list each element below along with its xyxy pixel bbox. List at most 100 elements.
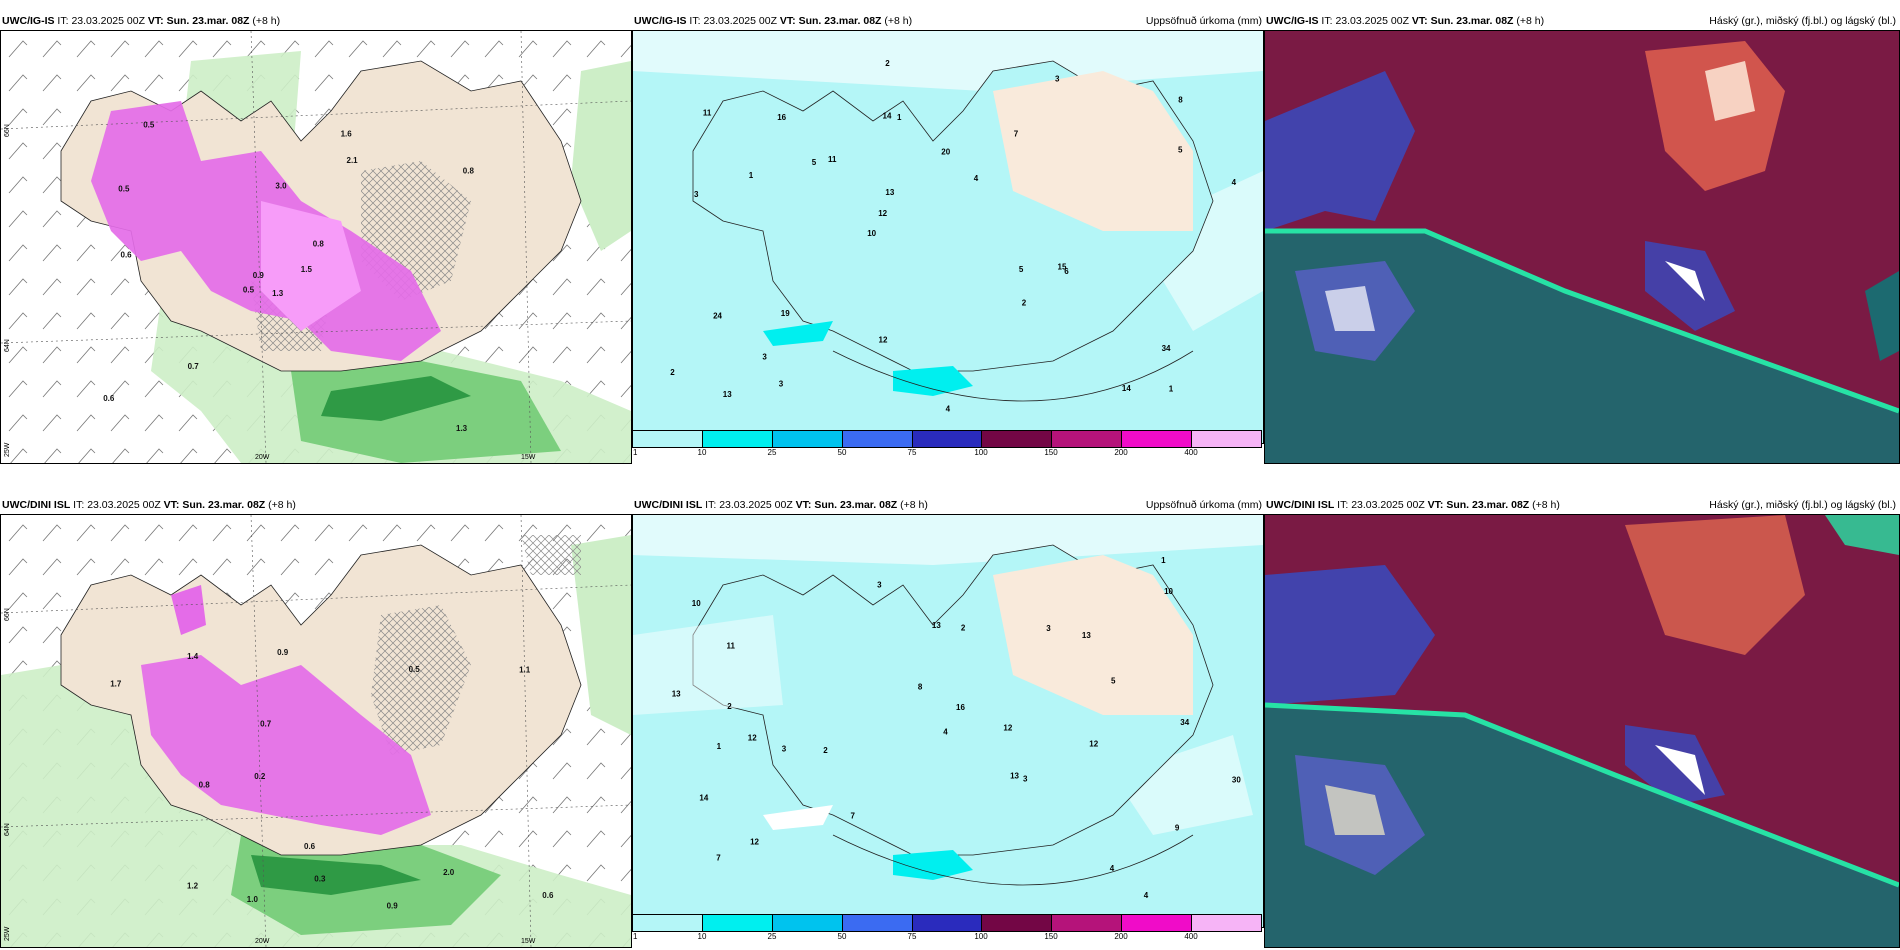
legend-label: 25 <box>767 448 777 457</box>
map-value-label: 0.9 <box>387 901 399 910</box>
precip-panel-header: UWC/DINI ISL IT: 23.03.2025 00Z VT: Sun.… <box>634 496 1264 514</box>
map-value-label: 2 <box>961 623 966 632</box>
model-name: UWC/DINI ISL <box>1266 499 1335 511</box>
map-value-label: 34 <box>1162 344 1171 353</box>
map-value-label: 13 <box>885 188 894 197</box>
snow-map-svg: 1.0 0.9 1.2 2.0 1.4 1.7 0.8 0.6 0.9 0.7 1.1 0.3 0.2 0… <box>1 515 631 947</box>
map-value-label: 4 <box>1110 864 1115 873</box>
map-value-label: 13 <box>932 621 941 630</box>
lead-time: (+8 h) <box>1532 499 1560 511</box>
cloud-map[interactable] <box>1264 30 1900 464</box>
legend-swatch <box>912 431 983 447</box>
map-value-label: 12 <box>879 336 888 345</box>
map-value-label: 0.7 <box>260 720 272 729</box>
map-value-label: 12 <box>748 733 757 742</box>
vt-label: VT: <box>163 499 180 511</box>
map-value-label: 0.9 <box>253 271 265 280</box>
precip-title: Uppsöfnuð úrkoma (mm) <box>1145 15 1262 27</box>
map-value-label: 2.0 <box>443 868 455 877</box>
legend-label: 25 <box>767 932 777 941</box>
map-value-label: 5 <box>1111 677 1116 686</box>
legend-swatch <box>1052 431 1123 447</box>
it-value: 23.03.2025 00Z <box>703 15 777 27</box>
model-name: UWC/DINI ISL <box>634 499 703 511</box>
map-value-label: 0.5 <box>143 121 155 130</box>
precip-map[interactable]: 1 3 8 10 7 13 14 20 24 11 2 3 1 4 6 11 2 4 5 5 12 12 13 16 3 19 14… <box>632 30 1264 444</box>
vt-value: Sun. 23.mar. 08Z <box>814 499 898 511</box>
vt-value: Sun. 23.mar. 08Z <box>182 499 266 511</box>
it-label: IT: <box>73 499 85 511</box>
legend-label: 400 <box>1184 448 1198 457</box>
map-value-label: 11 <box>727 641 736 650</box>
map-value-label: 12 <box>750 838 759 847</box>
it-value: 23.03.2025 00Z <box>1351 499 1425 511</box>
map-value-label: 10 <box>692 599 701 608</box>
map-value-label: 3 <box>877 581 882 590</box>
map-value-label: 12 <box>1089 739 1098 748</box>
map-value-label: 1 <box>1169 384 1174 393</box>
map-value-label: 9 <box>1175 824 1180 833</box>
map-value-label: 34 <box>1180 718 1189 727</box>
map-value-label: 2.1 <box>347 156 359 165</box>
map-value-label: 1 <box>717 742 722 751</box>
lat64-label: 64N <box>4 823 11 836</box>
lead-time: (+8 h) <box>884 15 913 27</box>
map-value-label: 12 <box>878 209 887 218</box>
legend-swatch <box>1052 915 1123 931</box>
vt-label: VT: <box>1427 499 1444 511</box>
precip-map[interactable]: 4 12 13 10 9 11 12 2 13 13 3 4 7 3 12 14 12 16 13 7 1 2 5 30 34 2… <box>632 514 1264 928</box>
snow-panel-header: UWC/DINI ISL IT: 23.03.2025 00Z VT: Sun.… <box>2 496 632 514</box>
map-value-label: 7 <box>851 812 856 821</box>
cloud-panel-header: UWC/DINI ISL IT: 23.03.2025 00Z VT: Sun.… <box>1266 496 1898 514</box>
it-value: 23.03.2025 00Z <box>1335 15 1409 27</box>
lat66-label: 66N <box>4 608 11 621</box>
map-value-label: 13 <box>1010 771 1019 780</box>
map-value-label: 1.4 <box>187 652 199 661</box>
lon20-label: 20W <box>255 454 270 461</box>
map-value-label: 1 <box>1161 556 1166 565</box>
map-value-label: 2 <box>670 368 675 377</box>
map-value-label: 0.6 <box>304 842 316 851</box>
legend-label: 50 <box>837 448 847 457</box>
map-value-label: 0.6 <box>542 891 554 900</box>
it-label: IT: <box>57 15 69 27</box>
map-value-label: 4 <box>943 727 948 736</box>
map-value-label: 5 <box>1019 265 1024 274</box>
legend-swatch <box>702 915 773 931</box>
snow-wind-map[interactable]: 1.3 0.5 0.9 0.6 0.8 0.7 1.6 3.0 2.1 1.5 0.5 1.3 0.6 0… <box>0 30 632 464</box>
lon25-label: 25W <box>4 442 11 457</box>
map-value-label: 1.6 <box>341 129 353 138</box>
snow-panel-header: UWC/IG-IS IT: 23.03.2025 00Z VT: Sun. 23… <box>2 12 632 30</box>
map-value-label: 13 <box>672 690 681 699</box>
map-value-label: 1.3 <box>456 424 468 433</box>
lead-time: (+8 h) <box>252 15 281 27</box>
map-value-label: 5 <box>812 158 817 167</box>
map-value-label: 3 <box>1055 74 1060 83</box>
map-value-label: 0.6 <box>103 394 115 403</box>
cloud-title: Háský (gr.), miðský (fj.bl.) og lágský (… <box>1709 15 1896 27</box>
legend-swatch <box>982 915 1053 931</box>
precip-map-svg: 1381071314202411231461124551212131631914… <box>633 31 1263 413</box>
lead-time: (+8 h) <box>1516 15 1545 27</box>
vt-label: VT: <box>779 15 796 27</box>
legend-label: 150 <box>1044 932 1058 941</box>
it-label: IT: <box>1321 15 1333 27</box>
cloud-map[interactable] <box>1264 514 1900 948</box>
legend-swatch <box>633 915 703 931</box>
lon15-label: 15W <box>521 938 536 945</box>
cloud-map-svg <box>1265 31 1899 463</box>
map-value-label: 3 <box>782 745 787 754</box>
snow-wind-map[interactable]: 1.0 0.9 1.2 2.0 1.4 1.7 0.8 0.6 0.9 0.7 1.1 0.3 0.2 0… <box>0 514 632 948</box>
it-label: IT: <box>1337 499 1349 511</box>
map-value-label: 14 <box>699 793 708 802</box>
it-label: IT: <box>705 499 717 511</box>
map-value-label: 0.6 <box>121 251 133 260</box>
model-name: UWC/IG-IS <box>1266 15 1319 27</box>
legend-swatch <box>702 431 773 447</box>
map-value-label: 5 <box>1178 146 1183 155</box>
row-bottom: UWC/DINI ISL IT: 23.03.2025 00Z VT: Sun.… <box>0 496 1900 948</box>
precip-legend <box>632 914 1262 932</box>
map-value-label: 11 <box>828 155 837 164</box>
it-value: 23.03.2025 00Z <box>71 15 145 27</box>
